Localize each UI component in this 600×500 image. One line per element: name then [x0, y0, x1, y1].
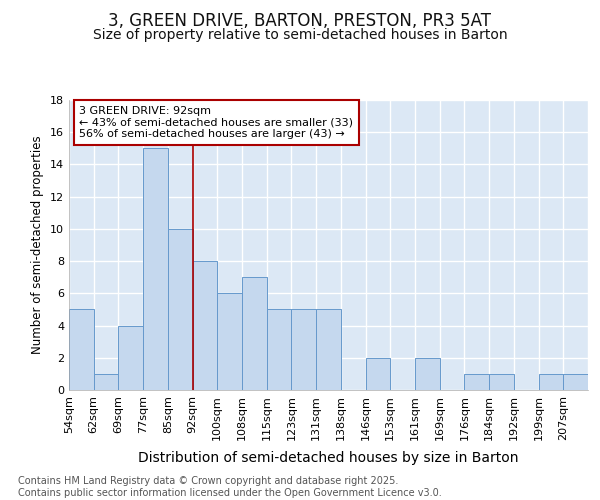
Bar	[316, 310, 341, 390]
Bar	[415, 358, 440, 390]
Bar	[118, 326, 143, 390]
X-axis label: Distribution of semi-detached houses by size in Barton: Distribution of semi-detached houses by …	[138, 451, 519, 465]
Bar	[94, 374, 118, 390]
Bar	[464, 374, 489, 390]
Text: 3, GREEN DRIVE, BARTON, PRESTON, PR3 5AT: 3, GREEN DRIVE, BARTON, PRESTON, PR3 5AT	[109, 12, 491, 30]
Y-axis label: Number of semi-detached properties: Number of semi-detached properties	[31, 136, 44, 354]
Bar	[539, 374, 563, 390]
Bar	[69, 310, 94, 390]
Bar	[292, 310, 316, 390]
Text: Size of property relative to semi-detached houses in Barton: Size of property relative to semi-detach…	[92, 28, 508, 42]
Text: Contains HM Land Registry data © Crown copyright and database right 2025.
Contai: Contains HM Land Registry data © Crown c…	[18, 476, 442, 498]
Bar	[563, 374, 588, 390]
Bar	[217, 294, 242, 390]
Bar	[267, 310, 292, 390]
Bar	[489, 374, 514, 390]
Bar	[242, 277, 267, 390]
Text: 3 GREEN DRIVE: 92sqm
← 43% of semi-detached houses are smaller (33)
56% of semi-: 3 GREEN DRIVE: 92sqm ← 43% of semi-detac…	[79, 106, 353, 139]
Bar	[193, 261, 217, 390]
Bar	[168, 229, 193, 390]
Bar	[365, 358, 390, 390]
Bar	[143, 148, 168, 390]
